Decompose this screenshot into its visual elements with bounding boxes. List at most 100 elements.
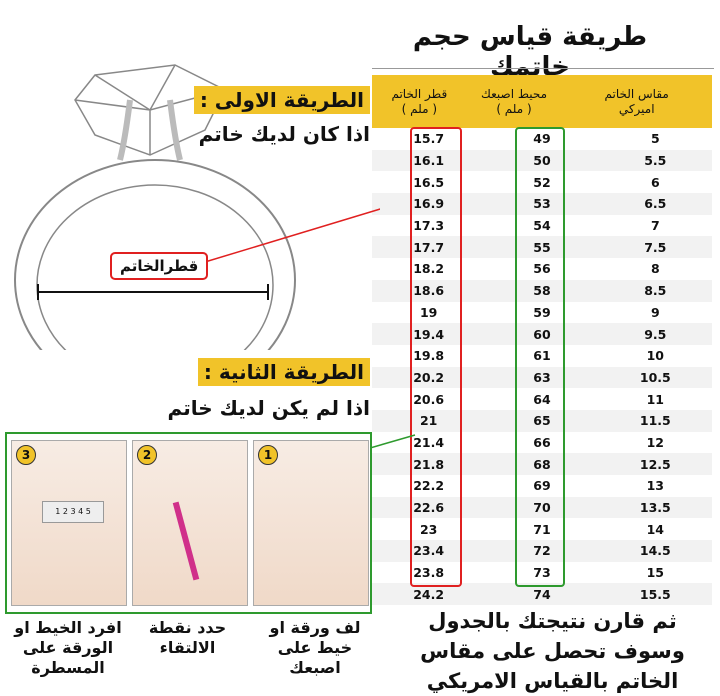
us-size-cell: 8 bbox=[650, 261, 660, 277]
us-size-cell: 6.5 bbox=[644, 196, 667, 212]
ring-sketch bbox=[14, 64, 380, 350]
diameter-cell: 16.9 bbox=[413, 196, 445, 212]
us-size-cell: 7 bbox=[650, 218, 660, 234]
table-body: 15.7 49 5 16.1 50 5.5 16.5 52 6 16.9 53 6.5 17.3 54 7 1… bbox=[372, 128, 712, 606]
divider bbox=[372, 68, 714, 69]
us-size-cell: 10.5 bbox=[639, 369, 671, 385]
diameter-cell: 15.7 bbox=[413, 131, 445, 147]
table-row: 17.3 54 7 bbox=[372, 215, 712, 237]
step1-photo: 1 bbox=[253, 440, 369, 606]
step2-number: 2 bbox=[137, 445, 157, 465]
circumference-cell: 50 bbox=[533, 153, 551, 169]
diameter-cell: 17.7 bbox=[413, 239, 445, 255]
us-size-cell: 15 bbox=[646, 565, 665, 581]
diameter-cell: 18.2 bbox=[413, 261, 445, 277]
circumference-cell: 69 bbox=[533, 478, 551, 494]
page-title: طريقة قياس حجم خاتمك bbox=[412, 22, 648, 82]
diameter-cell: 23.4 bbox=[413, 543, 445, 559]
us-size-cell: 5.5 bbox=[644, 153, 667, 169]
header-diameter: قطر الخاتم( ملم ) bbox=[372, 87, 467, 117]
us-size-cell: 14.5 bbox=[639, 543, 671, 559]
table-row: 22.2 69 13 bbox=[372, 475, 712, 497]
circumference-cell: 71 bbox=[533, 521, 551, 537]
step2-caption: حدد نقطة الالتقاء bbox=[148, 618, 227, 657]
circumference-cell: 56 bbox=[533, 261, 551, 277]
header-diameter-unit: ( ملم ) bbox=[401, 101, 438, 116]
diameter-cell: 21.4 bbox=[413, 434, 445, 450]
step3-caption: افرد الخيط او الورقة على المسطرة bbox=[14, 618, 122, 677]
step1-number: 1 bbox=[258, 445, 278, 465]
steps-panel: 3 1 2 3 4 5 2 1 bbox=[5, 432, 372, 614]
diameter-cell: 20.6 bbox=[413, 391, 445, 407]
us-size-cell: 5 bbox=[650, 131, 660, 147]
table-row: 18.6 58 8.5 bbox=[372, 279, 712, 302]
table-row: 22.6 70 13.5 bbox=[372, 496, 712, 519]
diameter-cell: 19.4 bbox=[413, 326, 445, 342]
us-size-cell: 10 bbox=[646, 348, 665, 364]
header-circumference: محيط اصبعك( ملم ) bbox=[467, 87, 562, 117]
ruler: 1 2 3 4 5 bbox=[42, 501, 104, 523]
table-row: 19 59 9 bbox=[372, 302, 712, 324]
diameter-pointer bbox=[194, 208, 380, 266]
circumference-cell: 63 bbox=[533, 369, 551, 385]
table-row: 23.4 72 14.5 bbox=[372, 540, 712, 562]
pen bbox=[172, 501, 200, 581]
circumference-cell: 73 bbox=[533, 565, 551, 581]
diameter-cell: 20.2 bbox=[413, 369, 445, 385]
header-circumference-label: محيط اصبعك bbox=[480, 86, 548, 101]
diameter-highlight bbox=[410, 127, 462, 587]
diameter-cell: 19.8 bbox=[413, 348, 445, 364]
method2-label: الطريقة الثانية : bbox=[197, 358, 370, 386]
us-size-cell: 9.5 bbox=[644, 326, 667, 342]
table-row: 20.2 63 10.5 bbox=[372, 366, 712, 389]
table-header: قطر الخاتم( ملم ) محيط اصبعك( ملم ) مقاس… bbox=[372, 75, 712, 128]
diameter-cell: 24.2 bbox=[413, 586, 445, 602]
circumference-cell: 70 bbox=[533, 500, 551, 516]
diameter-cell: 19 bbox=[419, 304, 438, 320]
table-row: 16.5 52 6 bbox=[372, 171, 712, 193]
table-row: 21 65 11.5 bbox=[372, 409, 712, 432]
circumference-cell: 49 bbox=[533, 131, 551, 147]
circumference-cell: 64 bbox=[533, 391, 551, 407]
diameter-cell: 16.1 bbox=[413, 153, 445, 169]
table-row: 15.7 49 5 bbox=[372, 128, 712, 150]
table-row: 18.2 56 8 bbox=[372, 258, 712, 280]
circumference-cell: 72 bbox=[533, 543, 551, 559]
table-row: 20.6 64 11 bbox=[372, 388, 712, 410]
table-row: 16.9 53 6.5 bbox=[372, 193, 712, 215]
step3-number: 3 bbox=[16, 445, 36, 465]
us-size-cell: 6 bbox=[650, 174, 660, 190]
step1-caption: لف ورقة او خيط على اصبعك bbox=[269, 618, 361, 677]
circumference-cell: 55 bbox=[533, 239, 551, 255]
circumference-cell: 68 bbox=[533, 456, 551, 472]
table-row: 21.4 66 12 bbox=[372, 432, 712, 454]
method1-text: اذا كان لديك خاتم bbox=[198, 122, 370, 146]
circumference-cell: 74 bbox=[533, 586, 551, 602]
method2-text: اذا لم يكن لديك خاتم bbox=[167, 396, 370, 420]
table-row: 24.2 74 15.5 bbox=[372, 583, 712, 606]
method1-label: الطريقة الاولى : bbox=[193, 86, 370, 114]
diameter-cell: 23.8 bbox=[413, 565, 445, 581]
circumference-cell: 66 bbox=[533, 434, 551, 450]
us-size-cell: 12.5 bbox=[639, 456, 671, 472]
diameter-cell: 17.3 bbox=[413, 218, 445, 234]
circumference-cell: 61 bbox=[533, 348, 551, 364]
circumference-cell: 53 bbox=[533, 196, 551, 212]
table-row: 19.4 60 9.5 bbox=[372, 323, 712, 345]
table-row: 21.8 68 12.5 bbox=[372, 453, 712, 475]
diameter-cell: 16.5 bbox=[413, 174, 445, 190]
table-row: 23.8 73 15 bbox=[372, 562, 712, 584]
header-circumference-unit: ( ملم ) bbox=[496, 101, 532, 116]
us-size-cell: 7.5 bbox=[644, 239, 667, 255]
circumference-cell: 65 bbox=[533, 413, 551, 429]
us-size-cell: 9 bbox=[650, 304, 660, 320]
circumference-cell: 60 bbox=[533, 326, 551, 342]
table-row: 23 71 14 bbox=[372, 518, 712, 540]
diameter-cell: 21.8 bbox=[413, 456, 445, 472]
diameter-cell: 23 bbox=[419, 521, 438, 537]
circumference-cell: 59 bbox=[533, 304, 551, 320]
diameter-label: قطرالخاتم bbox=[110, 252, 209, 280]
final-instruction: ثم قارن نتيجتك بالجدول وسوف تحصل على مقا… bbox=[420, 609, 685, 693]
us-size-cell: 13.5 bbox=[639, 500, 671, 516]
header-us-size: مقاس الخاتم اميركي bbox=[604, 86, 669, 116]
